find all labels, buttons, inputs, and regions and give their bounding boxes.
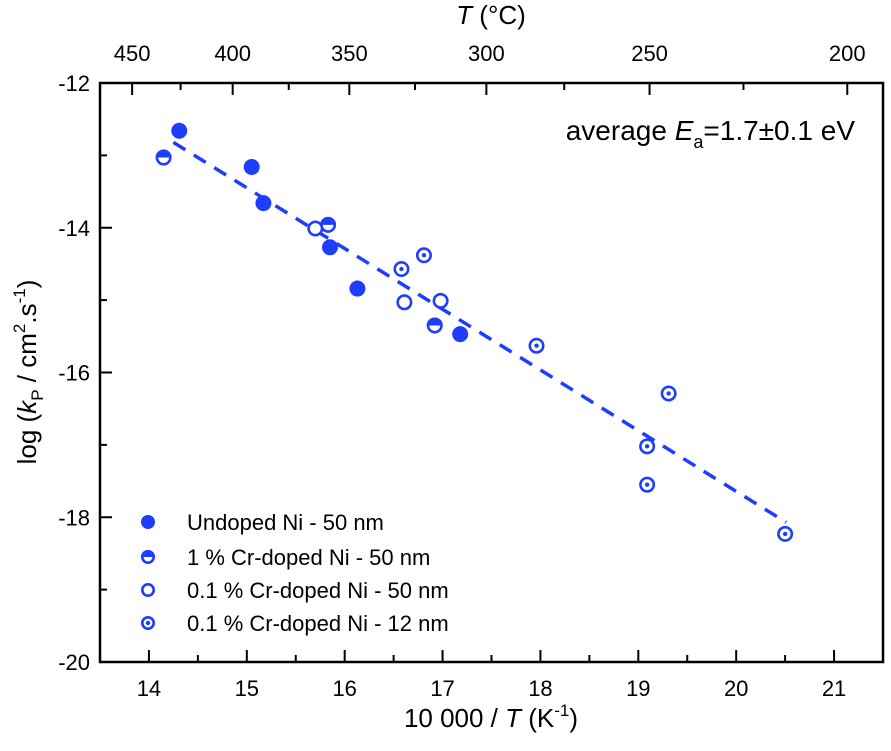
dotted-circle-marker (415, 247, 432, 264)
top-tick-label: 350 (331, 41, 368, 66)
marker-dot (145, 620, 151, 626)
marker-dot (399, 266, 404, 272)
legend-label: 1 % Cr-doped Ni - 50 nm (187, 545, 430, 570)
marker-half (141, 550, 155, 557)
half-filled-circle-marker (426, 317, 443, 334)
marker-fill (141, 515, 155, 529)
top-tick-label: 400 (214, 41, 251, 66)
half-filled-circle-marker (155, 149, 172, 166)
y-tick-label: -18 (58, 505, 90, 530)
open-circle-marker (307, 220, 324, 237)
marker-dot (782, 531, 788, 537)
marker-ring (396, 294, 413, 311)
marker-fill (452, 326, 469, 343)
open-circle-marker (432, 292, 449, 309)
x-tick-label: 16 (332, 676, 356, 701)
top-tick-label: 450 (114, 41, 151, 66)
marker-dot (644, 482, 650, 487)
dotted-circle-marker (777, 525, 794, 542)
filled-circle-marker (255, 195, 272, 212)
half-filled-circle-marker (141, 549, 156, 564)
top-tick-label: 300 (468, 41, 505, 66)
marker-half (426, 317, 443, 326)
marker-fill (322, 239, 339, 256)
marker-ring (307, 220, 324, 237)
x-tick-label: 18 (528, 676, 552, 701)
x-axis-title: 10 000 / T (K-1) (404, 701, 578, 733)
open-circle-marker (141, 582, 156, 597)
y-tick-label: -14 (58, 216, 90, 241)
dotted-circle-marker (141, 615, 156, 630)
legend-label: 0.1 % Cr-doped Ni - 50 nm (187, 578, 449, 603)
marker-dot (644, 444, 650, 449)
marker-fill (255, 195, 272, 212)
y-tick-label: -16 (58, 361, 90, 386)
dotted-circle-marker (660, 385, 677, 402)
marker-fill (349, 280, 366, 297)
marker-dot (534, 343, 539, 348)
x-tick-label: 21 (822, 676, 846, 701)
marker-ring (432, 292, 449, 309)
filled-circle-marker (452, 326, 469, 343)
marker-dot (421, 253, 427, 258)
open-circle-marker (396, 294, 413, 311)
y-axis-title: log (kP / cm2.s-1) (10, 280, 47, 465)
filled-circle-marker (349, 280, 366, 297)
y-tick-label: -20 (58, 650, 90, 675)
filled-circle-marker (322, 239, 339, 256)
y-tick-label: -12 (58, 71, 90, 96)
legend-label: Undoped Ni - 50 nm (187, 510, 384, 535)
x-tick-label: 20 (724, 676, 748, 701)
marker-dot (666, 391, 671, 396)
x-tick-label: 14 (137, 676, 161, 701)
x-tick-label: 15 (235, 676, 259, 701)
filled-circle-marker (243, 158, 260, 175)
top-tick-label: 250 (631, 41, 668, 66)
x-tick-label: 17 (430, 676, 454, 701)
dotted-circle-marker (639, 438, 656, 455)
x-tick-label: 19 (626, 676, 650, 701)
legend-label: 0.1 % Cr-doped Ni - 12 nm (187, 611, 449, 636)
marker-ring (141, 582, 156, 597)
filled-circle-marker (171, 122, 188, 139)
marker-half (320, 216, 337, 225)
dotted-circle-marker (393, 261, 410, 278)
top-tick-label: 200 (829, 41, 866, 66)
dotted-circle-marker (639, 476, 656, 493)
filled-circle-marker (141, 515, 155, 529)
activation-energy-annotation: average Ea=1.7±0.1 eV (566, 115, 856, 152)
marker-fill (243, 158, 260, 175)
marker-fill (171, 122, 188, 139)
fit-line (172, 140, 788, 524)
marker-half (155, 149, 172, 158)
top-axis-title: T (°C) (456, 0, 526, 30)
dotted-circle-marker (528, 337, 545, 354)
